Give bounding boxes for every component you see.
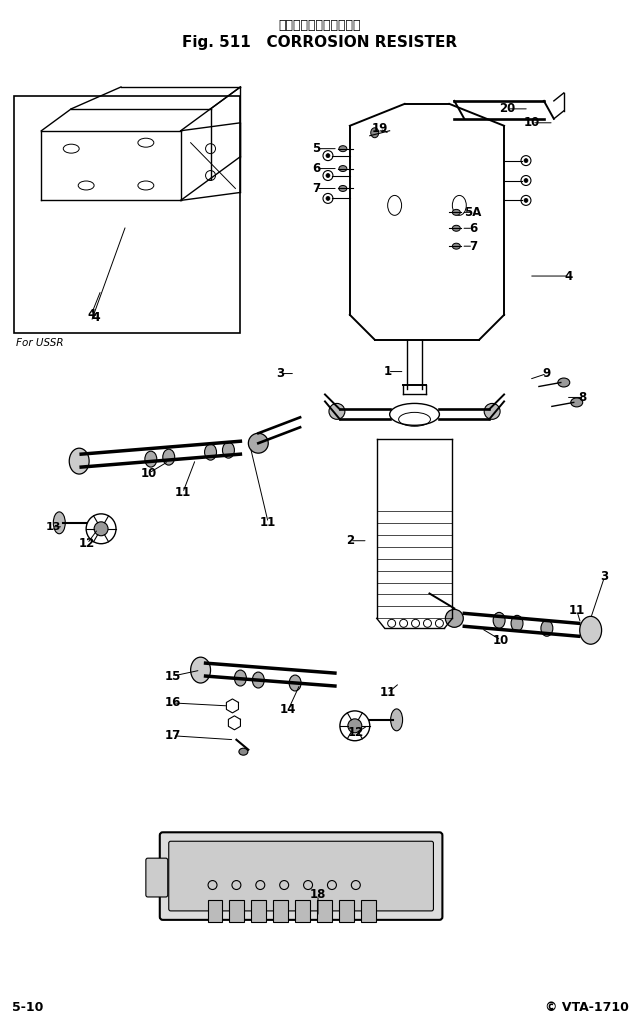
Ellipse shape (580, 616, 602, 644)
Circle shape (524, 159, 528, 163)
FancyBboxPatch shape (146, 858, 168, 897)
Text: 11: 11 (380, 687, 396, 699)
Ellipse shape (289, 675, 301, 691)
Text: 6: 6 (312, 162, 320, 175)
Text: 3: 3 (276, 367, 284, 380)
Bar (273, 900, 288, 922)
Text: コロージョン　レジスタ: コロージョン レジスタ (279, 19, 361, 33)
Text: 11: 11 (568, 604, 585, 616)
Ellipse shape (248, 433, 268, 453)
Circle shape (524, 199, 528, 203)
Ellipse shape (94, 522, 108, 536)
Bar (252, 900, 266, 922)
Circle shape (484, 404, 500, 420)
Text: 4: 4 (92, 312, 100, 324)
FancyBboxPatch shape (169, 842, 433, 911)
Text: 3: 3 (600, 570, 609, 583)
Text: 10: 10 (141, 467, 157, 480)
Circle shape (524, 178, 528, 182)
Ellipse shape (234, 671, 246, 686)
Text: 14: 14 (280, 703, 296, 716)
Ellipse shape (541, 621, 553, 636)
Circle shape (326, 173, 330, 177)
Text: 6: 6 (469, 222, 477, 234)
Text: © VTA-1710: © VTA-1710 (545, 1002, 628, 1015)
Text: 9: 9 (543, 367, 551, 380)
Bar (13, 96, 241, 333)
Bar (207, 900, 223, 922)
Text: 13: 13 (45, 522, 61, 532)
FancyBboxPatch shape (160, 833, 442, 920)
Ellipse shape (69, 448, 89, 474)
Ellipse shape (252, 673, 264, 688)
Ellipse shape (145, 451, 157, 467)
Text: 11: 11 (175, 486, 191, 499)
Circle shape (326, 154, 330, 158)
Text: Fig. 511   CORROSION RESISTER: Fig. 511 CORROSION RESISTER (182, 36, 458, 50)
Text: 11: 11 (260, 517, 276, 529)
Text: 5: 5 (312, 143, 320, 155)
Text: 16: 16 (164, 696, 181, 709)
Ellipse shape (205, 444, 216, 461)
Ellipse shape (163, 449, 175, 465)
Ellipse shape (239, 748, 248, 755)
Text: 18: 18 (310, 889, 326, 902)
Text: 12: 12 (348, 727, 364, 739)
Ellipse shape (493, 612, 505, 629)
Bar (361, 900, 376, 922)
Text: 4: 4 (87, 309, 95, 321)
Text: 5A: 5A (465, 206, 482, 219)
Ellipse shape (339, 146, 347, 152)
Ellipse shape (390, 709, 403, 731)
Ellipse shape (445, 609, 463, 628)
Text: 20: 20 (499, 102, 515, 115)
Ellipse shape (511, 615, 523, 632)
Ellipse shape (348, 718, 362, 733)
Text: 12: 12 (79, 537, 95, 550)
Text: 15: 15 (164, 669, 181, 683)
Text: 5-10: 5-10 (12, 1002, 43, 1015)
Circle shape (329, 404, 345, 420)
Ellipse shape (339, 165, 347, 171)
Ellipse shape (339, 185, 347, 192)
Text: 4: 4 (564, 270, 573, 282)
Circle shape (326, 197, 330, 201)
Bar (339, 900, 354, 922)
Text: 8: 8 (579, 391, 587, 404)
Text: For USSR: For USSR (15, 337, 63, 347)
Bar (317, 900, 332, 922)
Text: 19: 19 (371, 122, 388, 136)
Ellipse shape (558, 378, 570, 387)
Text: 17: 17 (164, 730, 181, 742)
Ellipse shape (223, 442, 234, 459)
Bar (295, 900, 310, 922)
Ellipse shape (53, 512, 65, 534)
Text: 1: 1 (383, 365, 392, 378)
Text: 10: 10 (493, 634, 509, 647)
Ellipse shape (452, 244, 460, 250)
Text: 10: 10 (524, 116, 540, 129)
Text: 7: 7 (469, 239, 477, 253)
Ellipse shape (571, 398, 582, 407)
Ellipse shape (452, 209, 460, 215)
Ellipse shape (371, 127, 379, 138)
Text: 7: 7 (312, 182, 320, 195)
Text: 2: 2 (346, 534, 354, 547)
Ellipse shape (191, 657, 211, 683)
Bar (230, 900, 244, 922)
Ellipse shape (452, 225, 460, 231)
